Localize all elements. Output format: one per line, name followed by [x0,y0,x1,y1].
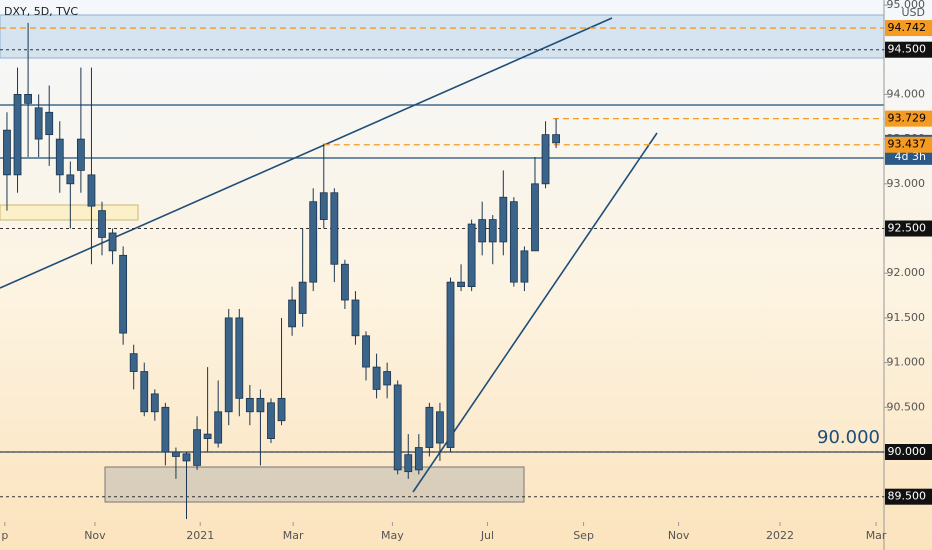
candle-body [3,129,11,176]
candle-body [24,94,32,104]
price-tag-label: 89.500 [888,490,927,503]
candle-body [267,402,275,439]
support-zone [104,466,525,503]
candle-body [214,411,223,444]
candle-body [393,384,402,471]
x-tick-label: 2022 [766,529,794,542]
candle-body [509,201,518,283]
candle-body [298,281,307,314]
drawings [0,14,885,503]
candle-body [330,192,339,265]
candle-body [224,317,233,413]
candle-body [425,406,434,448]
price-tag [885,20,932,37]
price-tag [885,220,932,237]
x-tick-label: Nov [84,529,106,542]
candle-body [76,138,85,171]
candle-body [235,317,244,399]
candle-body [351,299,360,337]
candle-body [340,263,349,301]
candle-body [13,94,22,176]
chart-title: DXY, 5D, TVC [4,5,78,18]
candle-body [404,454,413,473]
candle-body [245,397,254,413]
y-tick-label: 92.000 [887,266,926,279]
candle-body [182,453,191,462]
candle-body [66,174,75,185]
candle-body [140,371,149,413]
candle-body [478,219,487,243]
candle-body [362,335,370,368]
y-tick-label: 91.000 [887,356,926,369]
candle-body [161,406,170,453]
candle-body [436,411,444,444]
x-tick-label: 2021 [186,529,214,542]
candle-body [309,201,318,283]
x-tick-label: p [1,529,8,542]
candle-body [277,397,286,422]
candle-body [193,429,201,466]
small-zone [0,204,139,221]
price-tag [885,41,932,58]
candle-body [488,219,497,243]
price-tag [885,488,932,505]
candle-body [446,281,455,448]
price-tag-label: 92.500 [888,222,927,235]
price-tag [885,136,932,153]
candle-body [87,174,96,207]
candle-body [150,393,159,413]
x-tick-label: Mar [283,529,304,542]
x-tick-label: May [381,529,404,542]
x-tick-label: Mar [866,529,887,542]
candle-body [457,281,465,288]
price-tag [885,444,932,461]
candle-body [256,397,265,413]
price-tag-label: 90.000 [888,445,927,458]
candle-body [520,250,529,283]
candle-body [288,299,296,328]
candle-body [531,183,539,252]
candle-body [383,371,392,386]
candle-body [552,134,561,144]
annotation: 90.000 [817,427,880,448]
candle-body [467,223,476,288]
candle-body [414,447,423,471]
x-tick-label: Nov [668,529,690,542]
candle-body [34,107,43,140]
resistance-zone [0,14,885,59]
candle-body [541,134,550,185]
y-tick-label: 95.000 [887,0,926,11]
candle-body [108,232,117,252]
candle-body [372,366,381,390]
candle-body [45,111,54,136]
y-tick-label: 91.500 [887,311,926,324]
y-tick-label: 90.500 [887,400,926,413]
y-tick-label: 94.000 [887,87,926,100]
price-tag-label: 93.729 [888,112,927,125]
price-tag-label: 93.437 [888,138,927,151]
candle-body [98,210,106,238]
x-tick-label: Sep [573,529,594,542]
x-tick-label: Jul [480,529,494,542]
candle-body [203,433,212,439]
y-tick-label: 93.000 [887,177,926,190]
candle-body [172,451,180,457]
price-tag-label: 94.500 [888,43,927,56]
candle-body [55,138,64,176]
price-tag [885,110,932,127]
price-tag-label: 94.742 [888,21,927,34]
countdown-label: 4d 3h [895,150,926,163]
candle-body [319,192,328,220]
candle-body [129,353,138,372]
y-unit: USD [901,6,925,19]
candle-body [119,254,128,334]
candle-body [499,196,508,243]
